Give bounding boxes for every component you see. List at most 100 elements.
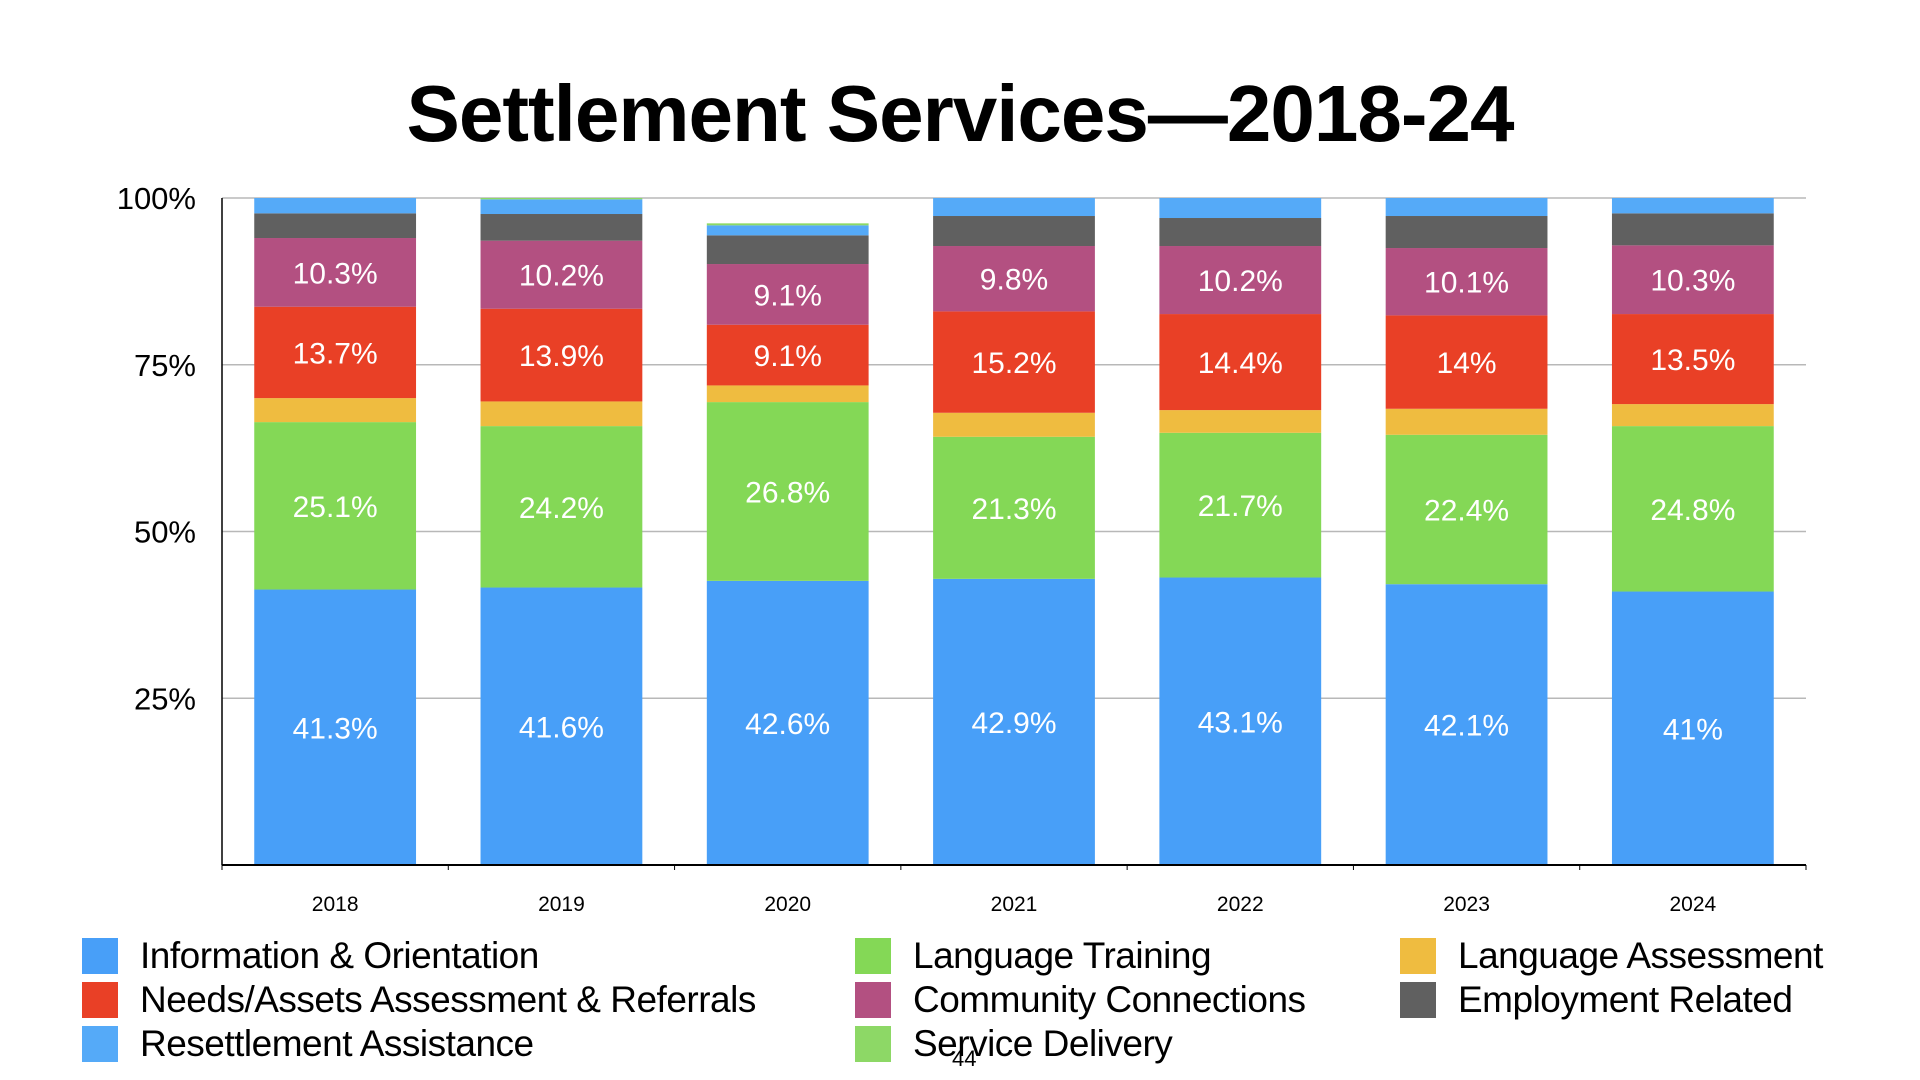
legend-label: Community Connections — [913, 979, 1306, 1020]
bar-segment-resettlement-assistance-2018 — [254, 198, 417, 214]
data-label: 24.2% — [519, 492, 604, 525]
data-label: 41% — [1663, 713, 1723, 746]
data-label: 41.3% — [293, 712, 378, 745]
bar-segment-community-connections-2019 — [480, 240, 643, 309]
legend-item-community-connections: Community Connections — [855, 979, 1306, 1020]
data-label: 10.2% — [1198, 265, 1283, 298]
data-label: 25.1% — [293, 491, 378, 524]
bar-segment-service-delivery-2020 — [706, 223, 869, 226]
bar-segment-language-training-2018 — [254, 422, 417, 590]
bar-segment-needs-assets-assessment-referrals-2021 — [933, 311, 1095, 413]
legend-swatch — [82, 1026, 118, 1062]
bar-segment-resettlement-assistance-2021 — [933, 198, 1095, 217]
data-label: 42.6% — [745, 708, 830, 741]
bar-segment-resettlement-assistance-2020 — [706, 225, 869, 236]
bar-segment-information-orientation-2022 — [1159, 577, 1322, 865]
x-tick-label: 2021 — [991, 893, 1038, 916]
legend-item-employment-related: Employment Related — [1400, 979, 1793, 1020]
y-tick-label: 75% — [134, 348, 196, 383]
data-label: 15.2% — [971, 347, 1056, 380]
bar-segment-community-connections-2018 — [254, 238, 417, 307]
bar-segment-resettlement-assistance-2019 — [480, 199, 643, 215]
bar-segment-needs-assets-assessment-referrals-2018 — [254, 306, 417, 399]
bar-segment-language-assessment-2024 — [1611, 404, 1774, 427]
page-number: 44 — [952, 1046, 977, 1071]
bar-segment-employment-related-2020 — [706, 235, 869, 265]
bar-segment-language-training-2021 — [933, 436, 1095, 579]
data-label: 21.3% — [971, 493, 1056, 526]
data-label: 14% — [1437, 347, 1497, 380]
bar-segment-needs-assets-assessment-referrals-2022 — [1159, 314, 1322, 411]
bar-segment-resettlement-assistance-2022 — [1159, 198, 1322, 219]
data-label: 42.9% — [971, 707, 1056, 740]
data-label: 10.3% — [1650, 265, 1735, 298]
bar-segment-information-orientation-2024 — [1611, 591, 1774, 865]
bar-segment-resettlement-assistance-2024 — [1611, 198, 1774, 214]
bar-segment-community-connections-2021 — [933, 246, 1095, 312]
legend-swatch — [82, 982, 118, 1018]
legend-item-language-training: Language Training — [855, 935, 1212, 976]
bar-segment-employment-related-2022 — [1159, 218, 1322, 247]
y-tick-label: 50% — [134, 515, 196, 550]
bar-segment-language-assessment-2022 — [1159, 410, 1322, 433]
data-label: 9.8% — [980, 264, 1048, 297]
data-label: 21.7% — [1198, 490, 1283, 523]
x-tick-label: 2018 — [312, 893, 359, 916]
data-label: 14.4% — [1198, 347, 1283, 380]
stacked-bar-chart: 25% 50% 75% 100% 41.3% 25.1% 13.7% 10.3% 2018 41.… — [117, 181, 1807, 916]
legend-swatch — [855, 1026, 891, 1062]
bar-segment-employment-related-2019 — [480, 214, 643, 241]
bar-segment-service-delivery-2019 — [480, 198, 643, 200]
data-label: 9.1% — [754, 279, 822, 312]
legend-label: Service Delivery — [913, 1023, 1173, 1064]
bar-segment-needs-assets-assessment-referrals-2024 — [1611, 314, 1774, 405]
y-tick-label: 25% — [134, 681, 196, 716]
x-tick-label: 2019 — [538, 893, 585, 916]
bar-segment-community-connections-2024 — [1611, 245, 1774, 315]
bar-segment-information-orientation-2020 — [706, 580, 869, 865]
data-label: 24.8% — [1650, 494, 1735, 527]
bar-segment-community-connections-2020 — [706, 264, 869, 325]
legend-label: Resettlement Assistance — [140, 1023, 534, 1064]
bar-segment-language-training-2022 — [1159, 432, 1322, 578]
bar-segment-information-orientation-2018 — [254, 589, 417, 865]
data-label: 41.6% — [519, 711, 604, 744]
legend-label: Language Assessment — [1458, 935, 1823, 976]
x-tick-label: 2020 — [764, 893, 811, 916]
legend-label: Needs/Assets Assessment & Referrals — [140, 979, 756, 1020]
legend-swatch — [855, 938, 891, 974]
legend-swatch — [1400, 938, 1436, 974]
data-label: 10.1% — [1424, 267, 1509, 300]
chart-title: Settlement Services—2018-24 — [406, 69, 1515, 158]
data-label: 42.1% — [1424, 710, 1509, 743]
x-tick-label: 2024 — [1669, 893, 1716, 916]
bar-segment-language-training-2023 — [1385, 434, 1548, 585]
data-label: 13.5% — [1650, 344, 1735, 377]
bar-segment-language-assessment-2019 — [480, 401, 643, 427]
legend-label: Employment Related — [1458, 979, 1793, 1020]
bar-segment-language-assessment-2021 — [933, 412, 1095, 437]
bar-segment-needs-assets-assessment-referrals-2020 — [706, 324, 869, 386]
bar-segment-needs-assets-assessment-referrals-2019 — [480, 308, 643, 402]
legend-item-service-delivery: Service Delivery — [855, 1023, 1173, 1064]
legend-label: Language Training — [913, 935, 1212, 976]
data-label: 9.1% — [754, 340, 822, 373]
bar-segment-community-connections-2023 — [1385, 248, 1548, 316]
y-tick-label: 100% — [117, 181, 196, 216]
bar-segment-information-orientation-2021 — [933, 578, 1095, 865]
data-label: 22.4% — [1424, 494, 1509, 527]
bar-segment-needs-assets-assessment-referrals-2023 — [1385, 315, 1548, 409]
data-label: 13.7% — [293, 337, 378, 370]
data-label: 43.1% — [1198, 706, 1283, 739]
bar-segment-information-orientation-2019 — [480, 587, 643, 865]
data-label: 10.3% — [293, 257, 378, 290]
bar-segment-language-assessment-2018 — [254, 398, 417, 423]
bar-segment-employment-related-2024 — [1611, 213, 1774, 246]
bar-segment-resettlement-assistance-2023 — [1385, 198, 1548, 217]
legend-swatch — [1400, 982, 1436, 1018]
bar-segment-employment-related-2018 — [254, 213, 417, 239]
bar-segment-language-assessment-2020 — [706, 385, 869, 403]
legend-item-resettlement-assistance: Resettlement Assistance — [82, 1023, 534, 1064]
bar-segment-language-training-2019 — [480, 426, 643, 588]
legend-item-needs-assets: Needs/Assets Assessment & Referrals — [82, 979, 756, 1020]
